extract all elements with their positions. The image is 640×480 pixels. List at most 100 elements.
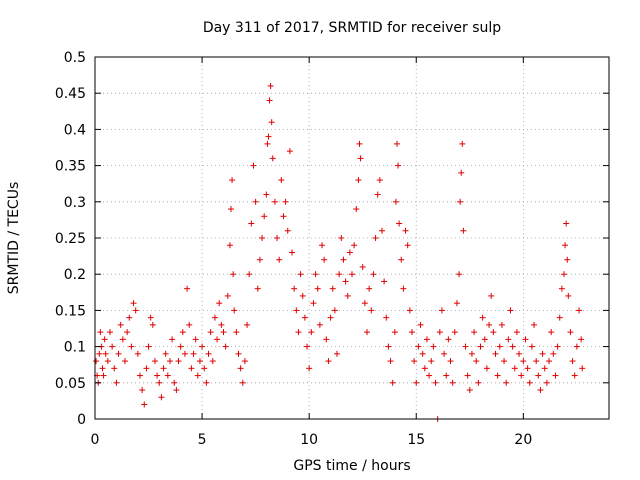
data-point [554,343,561,350]
data-point [186,321,193,328]
data-point [498,321,505,328]
data-point [385,343,392,350]
data-point [336,271,343,278]
data-point [419,350,426,357]
data-point [357,155,364,162]
data-point [537,387,544,394]
y-tick-label: 0.1 [64,340,86,356]
data-point [126,314,133,321]
data-point [546,358,553,365]
data-point [531,321,538,328]
data-point [254,285,261,292]
data-point [175,358,182,365]
data-point [115,350,122,357]
data-point [329,285,336,292]
data-point [428,358,435,365]
data-point [192,336,199,343]
data-point [561,271,568,278]
data-point [573,343,580,350]
data-point [395,162,402,169]
data-point [496,343,503,350]
x-tick-label: 0 [91,432,100,448]
data-point [224,292,231,299]
data-point [342,278,349,285]
data-point [222,343,229,350]
data-point [171,379,178,386]
data-point [93,358,100,365]
data-point [201,365,208,372]
data-point [404,242,411,249]
data-point [578,336,585,343]
y-tick-label: 0.15 [55,303,86,319]
data-point [492,350,499,357]
data-point [104,358,111,365]
data-point [571,372,578,379]
data-point [308,329,315,336]
data-point [274,235,281,241]
data-point [477,343,484,350]
data-point [291,285,298,292]
data-point [229,177,236,184]
data-point [214,336,221,343]
data-point [181,350,188,357]
data-point [459,140,466,147]
data-point [548,329,555,336]
data-point [205,350,212,357]
data-point [400,285,407,292]
data-point [216,300,223,307]
data-point [353,206,360,213]
data-point [471,329,478,336]
data-point [387,358,394,365]
data-point [316,321,323,328]
data-point [392,198,399,205]
data-point [445,336,452,343]
data-point [533,358,540,365]
data-point [426,372,433,379]
data-point [156,379,163,386]
data-point [209,358,216,365]
data-point [417,321,424,328]
data-point [149,321,156,328]
data-point [158,394,165,401]
data-point [516,350,523,357]
data-point [464,372,471,379]
data-point [563,220,570,227]
data-point [391,329,398,336]
data-point [518,372,525,379]
data-point [280,213,287,220]
data-point [381,278,388,285]
x-tick-label: 20 [514,432,532,448]
data-point [576,307,583,314]
data-point [552,372,559,379]
data-point [359,263,366,270]
data-point [227,206,234,213]
data-point [310,300,317,307]
data-point [246,271,253,278]
data-point [438,307,445,314]
data-point [289,249,296,256]
data-point [295,329,302,336]
data-point [378,227,385,234]
data-point [230,271,237,278]
data-point [363,329,370,336]
data-point [406,307,413,314]
data-point [101,336,108,343]
y-tick-label: 0.5 [64,50,86,66]
data-point [372,235,379,241]
data-point [361,300,368,307]
data-point [486,321,493,328]
data-point [132,307,139,314]
data-point [402,227,409,234]
data-point [456,271,463,278]
data-point [509,343,516,350]
data-point [457,198,464,205]
data-point [263,191,270,198]
data-point [327,314,334,321]
data-point [558,285,565,292]
data-point [284,227,291,234]
data-point [199,343,206,350]
data-point [250,162,257,169]
data-point [368,307,375,314]
data-point [293,307,300,314]
data-point [389,379,396,386]
